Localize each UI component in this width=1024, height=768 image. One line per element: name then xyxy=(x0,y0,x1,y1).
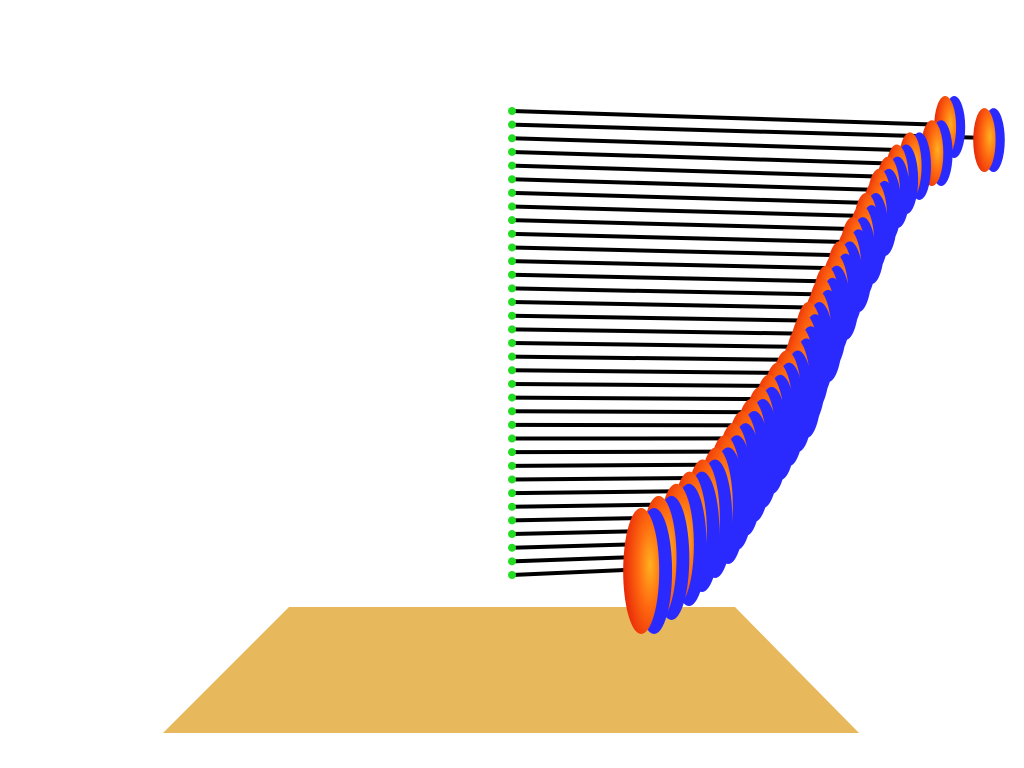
pendulum-pivot xyxy=(508,216,516,225)
pendulum-pivot xyxy=(508,420,516,429)
pendulum-pivot xyxy=(508,134,516,143)
pendulum-pivot xyxy=(508,175,516,184)
pendulum-cord xyxy=(510,190,886,206)
pendulum-cord xyxy=(510,313,829,323)
pendulum-pivot xyxy=(508,434,516,443)
pendulum-pivot xyxy=(508,461,516,470)
pendulum-bob xyxy=(623,508,673,634)
pendulum-pivot xyxy=(508,448,516,457)
pendulum-cord xyxy=(510,409,785,415)
pendulum-pivot xyxy=(508,120,516,129)
pendulum-pivot xyxy=(508,516,516,525)
pendulum-cord xyxy=(510,354,812,363)
pendulum-pivot xyxy=(508,530,516,539)
pendulum-pivots xyxy=(508,107,516,579)
pendulum-bob-face xyxy=(623,508,660,634)
pendulum-pivot xyxy=(508,243,516,252)
pendulum-cords xyxy=(510,109,991,577)
pendulum-pivot xyxy=(508,311,516,320)
pendulum-cord xyxy=(510,300,834,310)
pendulum-pivot xyxy=(508,339,516,347)
pendulum-pivot xyxy=(508,257,516,266)
pendulum-cord xyxy=(510,381,803,389)
pendulum-cord xyxy=(510,286,842,297)
pendulum-cord xyxy=(510,218,873,232)
pendulum-bobs xyxy=(623,96,1005,634)
pendulum-pivot xyxy=(508,229,516,238)
pendulum-cord xyxy=(510,395,794,402)
pendulum-cord xyxy=(510,327,825,336)
pendulum-pivot xyxy=(508,298,516,307)
pendulum-cord xyxy=(510,245,860,258)
pendulum-pivot xyxy=(508,543,516,552)
pendulum-pivot xyxy=(508,475,516,484)
pendulum-pivot xyxy=(508,107,516,115)
pendulum-cord xyxy=(510,231,868,245)
pendulum-pivot xyxy=(508,270,516,279)
pendulum-pivot xyxy=(508,284,516,293)
pendulum-pivot xyxy=(508,202,516,211)
pendulum-pivot xyxy=(508,557,516,566)
floor-plane xyxy=(163,607,859,733)
pendulum-cord xyxy=(510,368,807,376)
pendulum-pivot xyxy=(508,407,516,416)
pendulum-cord xyxy=(510,204,882,219)
pendulum-cord xyxy=(510,136,938,154)
pendulum-cord xyxy=(510,163,903,180)
pendulum-cord xyxy=(510,341,816,349)
pendulum-pivot xyxy=(508,147,516,156)
pendulum-pivot xyxy=(508,366,516,375)
pendulum-pivot xyxy=(508,325,516,334)
pendulum-pivot xyxy=(508,188,516,197)
pendulum-cord xyxy=(510,177,895,193)
pendulum-cord xyxy=(510,149,917,167)
pendulum-pivot xyxy=(508,489,516,498)
pendulum-bob-face xyxy=(973,108,996,172)
pendulum-cord xyxy=(510,259,855,271)
pendulum-pivot xyxy=(508,393,516,402)
pendulum-pivot xyxy=(508,502,516,511)
pendulum-pivot xyxy=(508,379,516,388)
pendulum-pivot xyxy=(508,352,516,361)
pendulum-bob xyxy=(973,108,1005,172)
pendulum-cord xyxy=(510,109,951,127)
pendulum-cord xyxy=(510,272,847,284)
pendulum-pivot xyxy=(508,571,516,579)
pendulum-pivot xyxy=(508,161,516,170)
